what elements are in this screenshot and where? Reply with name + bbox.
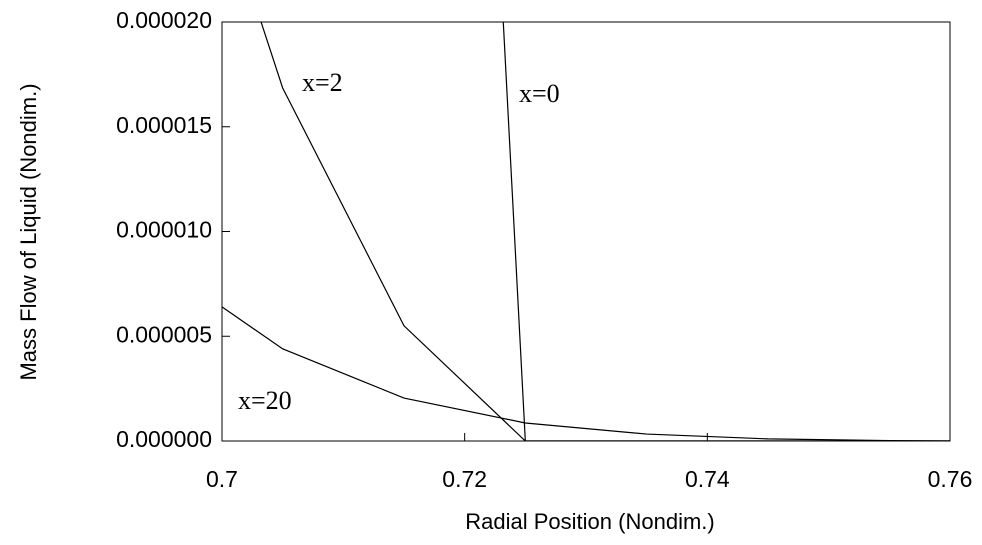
y-tick-label: 0.000015 [116, 112, 212, 138]
x-tick-label: 0.72 [442, 466, 487, 492]
x-axis-title: Radial Position (Nondim.) [465, 509, 714, 534]
series-line [260, 22, 950, 441]
series-line [222, 306, 950, 441]
y-tick-label: 0.000020 [116, 7, 212, 33]
series-label: x=0 [519, 79, 560, 108]
x-tick-label: 0.74 [685, 466, 730, 492]
y-tick-label: 0.000000 [116, 426, 212, 452]
series-label: x=2 [302, 68, 343, 97]
x-tick-label: 0.7 [206, 466, 238, 492]
plot-area [222, 22, 950, 441]
y-tick-label: 0.000005 [116, 321, 212, 347]
series-line [502, 22, 950, 441]
y-axis-title: Mass Flow of Liquid (Nondim.) [16, 83, 41, 380]
y-tick-label: 0.000010 [116, 217, 212, 243]
series-label: x=20 [238, 386, 292, 415]
x-tick-label: 0.76 [928, 466, 973, 492]
